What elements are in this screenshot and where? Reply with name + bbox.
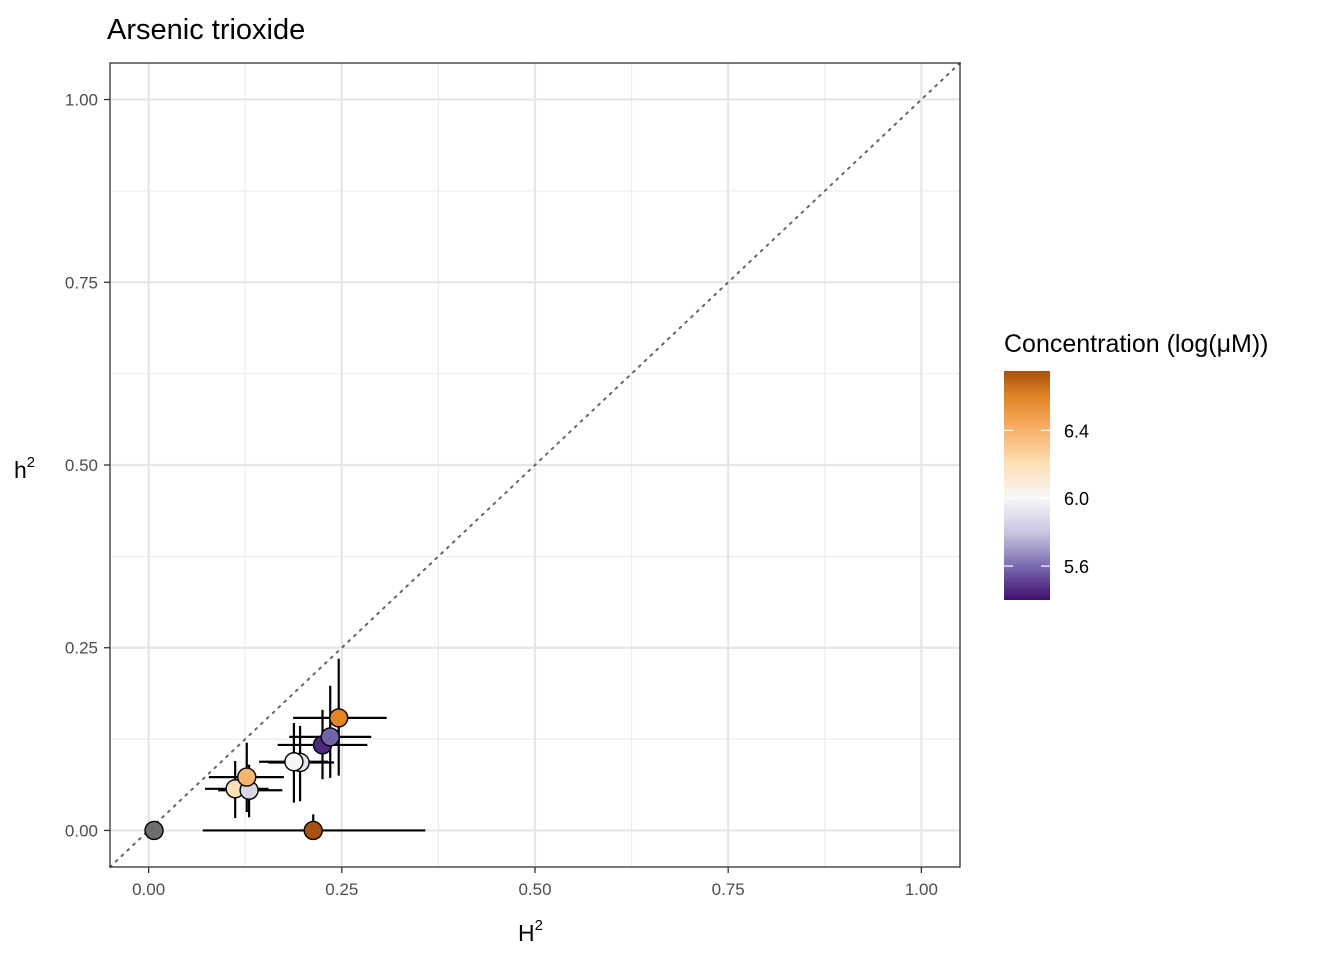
x-axis-title-text: H [518,920,535,946]
x-tick-label-2: 0.50 [518,880,551,899]
x-tick-label-1: 0.25 [325,880,358,899]
data-point-8 [320,727,340,747]
x-tick-label-4: 1.00 [905,880,938,899]
data-point-6 [284,752,304,772]
colorbar-label-0: 6.4 [1064,421,1089,441]
data-point-0 [144,820,164,841]
chart-title: Arsenic trioxide [107,14,305,46]
y-axis-title-text: h [14,457,27,483]
y-axis-title: h2 [14,454,35,483]
colorbar [1004,371,1050,600]
colorbar-ticks: 6.4 6.0 5.6 [1004,421,1089,577]
colorbar-label-1: 6.0 [1064,489,1089,509]
y-tick-label-2: 0.50 [65,456,98,475]
y-tick-label-0: 0.00 [65,821,98,840]
data-point-4 [237,767,257,787]
x-tick-label-0: 0.00 [132,880,165,899]
x-axis-ticks: 0.00 0.25 0.50 0.75 1.00 [132,867,938,899]
data-points [144,708,349,841]
y-tick-label-3: 0.75 [65,273,98,292]
x-tick-label-3: 0.75 [712,880,745,899]
data-point-1 [303,820,323,841]
y-axis-ticks: 0.00 0.25 0.50 0.75 1.00 [65,91,110,840]
y-tick-label-4: 1.00 [65,91,98,110]
identity-reference-line [109,62,961,868]
data-point-9 [329,708,349,728]
legend-title: Concentration (log(μM)) [1004,330,1269,358]
y-axis-title-superscript: 2 [27,454,35,471]
x-axis-title: H2 [518,917,543,946]
colorbar-label-2: 5.6 [1064,557,1089,577]
y-tick-label-1: 0.25 [65,639,98,658]
x-axis-title-superscript: 2 [535,917,543,934]
